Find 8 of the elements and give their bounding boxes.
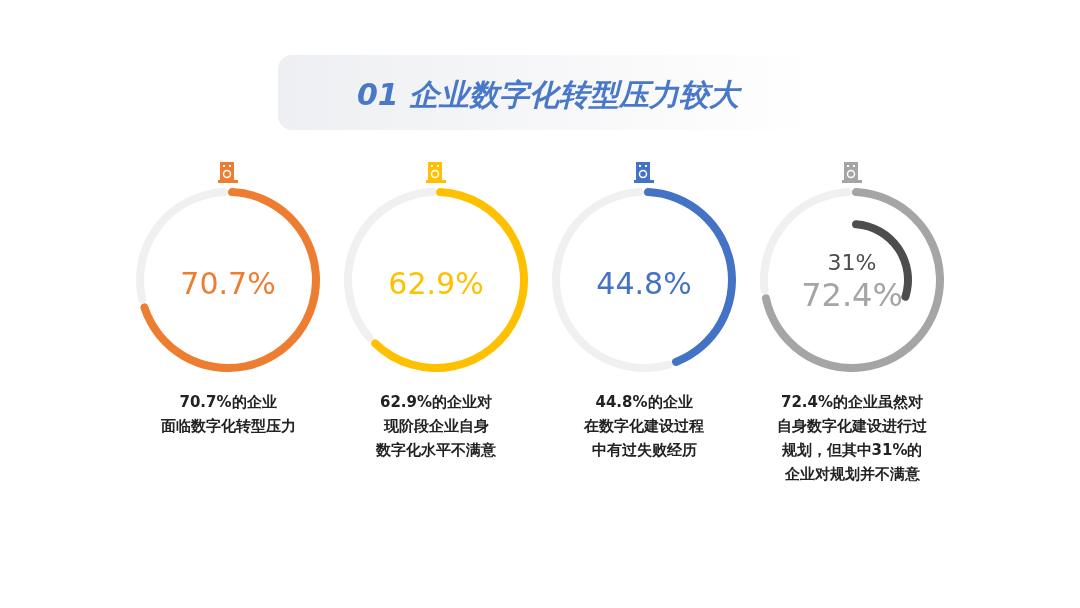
data-label: 44.8%: [596, 266, 692, 301]
text: 70.7%的企业面临数字化转型压力: [159, 393, 296, 435]
text: 62.9%的企业对现阶段企业自身数字化水平不满意: [375, 393, 497, 459]
text: 72.4%的企业虽然对自身数字化建设进行过规划，但其中31%的企业对规划并不满意: [777, 393, 928, 483]
text: 01 企业数字化转型压力较大: [356, 77, 744, 112]
data-label: 62.9%: [388, 266, 484, 301]
data-label: 70.7%: [180, 266, 276, 301]
text: 44.8%的企业在数字化建设过程中有过失败经历: [583, 393, 704, 459]
